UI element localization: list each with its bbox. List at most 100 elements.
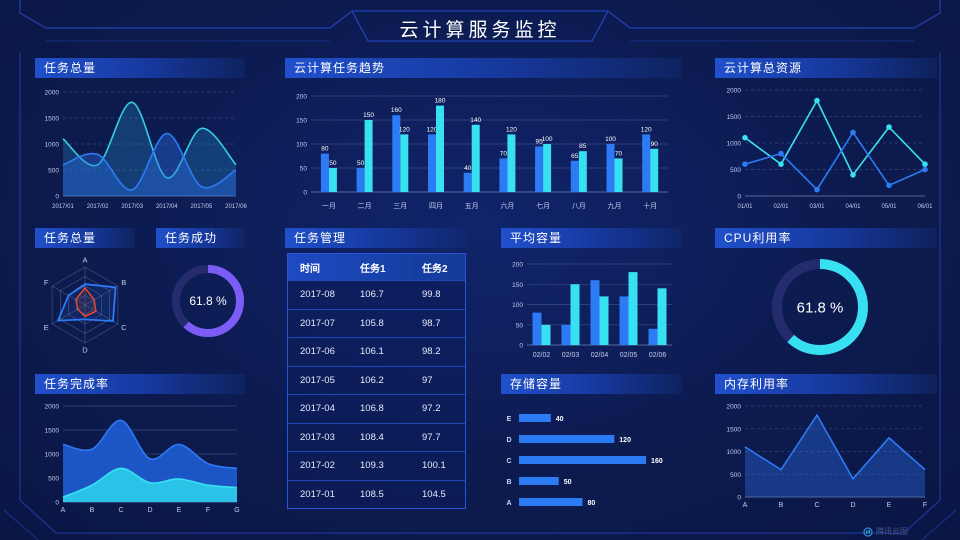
svg-text:50: 50 — [516, 322, 524, 329]
table-cell: 109.3 — [360, 460, 384, 472]
svg-text:C: C — [814, 502, 819, 509]
svg-text:140: 140 — [470, 117, 481, 124]
svg-text:03/01: 03/01 — [809, 204, 825, 210]
table-row: 2017-03 108.4 97.7 — [288, 422, 465, 452]
table-cell: 98.2 — [422, 346, 441, 358]
table-row: 2017-07 105.8 98.7 — [288, 308, 465, 338]
svg-text:120: 120 — [641, 126, 652, 133]
svg-text:1000: 1000 — [727, 141, 742, 148]
task-table-head: 时间 任务1 任务2 — [288, 254, 465, 280]
svg-text:2000: 2000 — [727, 404, 742, 411]
page-title: 云计算服务监控 — [399, 20, 561, 41]
svg-text:E: E — [44, 323, 49, 332]
svg-text:2017/05: 2017/05 — [191, 204, 213, 210]
svg-text:1000: 1000 — [45, 142, 60, 149]
table-cell: 98.7 — [422, 317, 441, 329]
svg-text:A: A — [506, 500, 511, 507]
svg-text:61.8 %: 61.8 % — [797, 299, 844, 316]
svg-text:0: 0 — [55, 500, 59, 507]
table-row: 2017-06 106.1 98.2 — [288, 337, 465, 366]
svg-text:A: A — [61, 507, 66, 514]
panel-title: 云计算任务趋势 — [285, 58, 682, 78]
svg-text:100: 100 — [542, 136, 553, 143]
svg-text:02/04: 02/04 — [591, 352, 609, 359]
svg-text:180: 180 — [435, 98, 446, 105]
cpu-usage-gauge: 61.8 % — [772, 259, 868, 355]
table-cell: 106.1 — [360, 346, 384, 358]
svg-text:500: 500 — [730, 472, 741, 479]
svg-text:二月: 二月 — [358, 202, 372, 210]
table-col-header: 任务2 — [422, 263, 448, 275]
panel-title: CPU利用率 — [715, 228, 937, 248]
svg-text:2017/02: 2017/02 — [87, 204, 109, 210]
table-cell: 106.7 — [360, 289, 384, 301]
svg-text:200: 200 — [512, 262, 523, 269]
table-cell: 2017-08 — [300, 289, 335, 301]
svg-text:D: D — [82, 345, 88, 354]
svg-text:六月: 六月 — [500, 201, 514, 210]
svg-text:02/06: 02/06 — [649, 352, 667, 359]
panel-task-success: 任务成功 61.8 % — [156, 228, 245, 365]
svg-text:D: D — [506, 437, 511, 444]
svg-text:E: E — [887, 502, 892, 509]
table-cell: 108.5 — [360, 488, 384, 500]
svg-text:500: 500 — [48, 168, 59, 175]
table-cell: 99.8 — [422, 289, 441, 301]
table-cell: 2017-02 — [300, 460, 335, 472]
svg-text:九月: 九月 — [608, 201, 622, 210]
svg-text:150: 150 — [512, 282, 523, 289]
svg-text:160: 160 — [651, 458, 663, 465]
panel-avg-capacity: 平均容量 0 50 100 150 200 02/02 02/03 02/04 02/05 02/… — [501, 228, 682, 365]
svg-text:50: 50 — [357, 160, 365, 167]
svg-text:50: 50 — [300, 166, 308, 173]
svg-text:四月: 四月 — [429, 202, 443, 210]
panel-cpu: CPU利用率 61.8 % — [715, 228, 937, 365]
panel-total-resources: 云计算总资源 0 500 1000 1500 2000 01/01 02/01 03/01 04… — [715, 58, 937, 216]
svg-text:F: F — [44, 278, 49, 287]
svg-text:三月: 三月 — [393, 202, 407, 210]
svg-text:100: 100 — [512, 302, 523, 309]
svg-text:1500: 1500 — [727, 426, 742, 433]
svg-text:八月: 八月 — [572, 202, 586, 210]
svg-text:160: 160 — [391, 107, 402, 114]
table-row: 2017-02 109.3 100.1 — [288, 451, 465, 480]
svg-text:F: F — [923, 502, 927, 509]
svg-text:B: B — [779, 502, 784, 509]
watermark-label: 腾讯云图 — [876, 527, 908, 536]
svg-text:十月: 十月 — [643, 201, 657, 210]
table-row: 2017-08 106.7 99.8 — [288, 280, 465, 309]
panel-completion: 任务完成率 0 500 1000 1500 2000 A B C D E F G — [35, 374, 245, 520]
panel-title: 云计算总资源 — [715, 58, 937, 78]
panel-task-radar: 任务总量 A B C D E F — [35, 228, 135, 365]
table-cell: 97 — [422, 374, 433, 386]
svg-text:0: 0 — [303, 190, 307, 197]
panel-title: 存储容量 — [501, 374, 682, 394]
table-cell: 2017-03 — [300, 431, 335, 443]
task-success-gauge: 61.8 % — [172, 265, 244, 337]
panel-memory: 内存利用率 0 500 1000 1500 2000 A B C D E F — [715, 374, 937, 515]
watermark: 腾讯云图 — [863, 526, 908, 537]
svg-text:2017/04: 2017/04 — [156, 204, 178, 210]
panel-title: 任务完成率 — [35, 374, 245, 394]
panel-title: 任务成功 — [156, 228, 245, 248]
svg-text:95: 95 — [535, 138, 543, 145]
svg-text:0: 0 — [519, 343, 523, 350]
svg-text:F: F — [206, 507, 210, 514]
svg-text:1000: 1000 — [727, 449, 742, 456]
svg-text:120: 120 — [399, 126, 410, 133]
svg-text:61.8 %: 61.8 % — [189, 294, 227, 308]
svg-text:02/01: 02/01 — [773, 204, 789, 210]
panel-tasks-total-top: 任务总量 0 500 1000 1500 2000 2017/01 2017/02 2017/… — [35, 58, 248, 216]
svg-text:C: C — [506, 458, 511, 465]
table-cell: 104.5 — [422, 488, 446, 500]
svg-text:150: 150 — [363, 112, 374, 119]
svg-text:2000: 2000 — [727, 88, 742, 95]
avg-capacity-bar-chart: 0 50 100 150 200 02/02 02/03 02/04 02/05 02/06 — [512, 262, 672, 359]
svg-text:40: 40 — [464, 165, 472, 172]
svg-text:G: G — [234, 507, 239, 514]
memory-line-chart: 0 500 1000 1500 2000 A B C D E F — [727, 404, 928, 510]
table-row: 2017-04 106.8 97.2 — [288, 394, 465, 423]
svg-text:01/01: 01/01 — [737, 204, 753, 210]
table-cell: 106.8 — [360, 403, 384, 415]
svg-text:七月: 七月 — [536, 201, 550, 210]
